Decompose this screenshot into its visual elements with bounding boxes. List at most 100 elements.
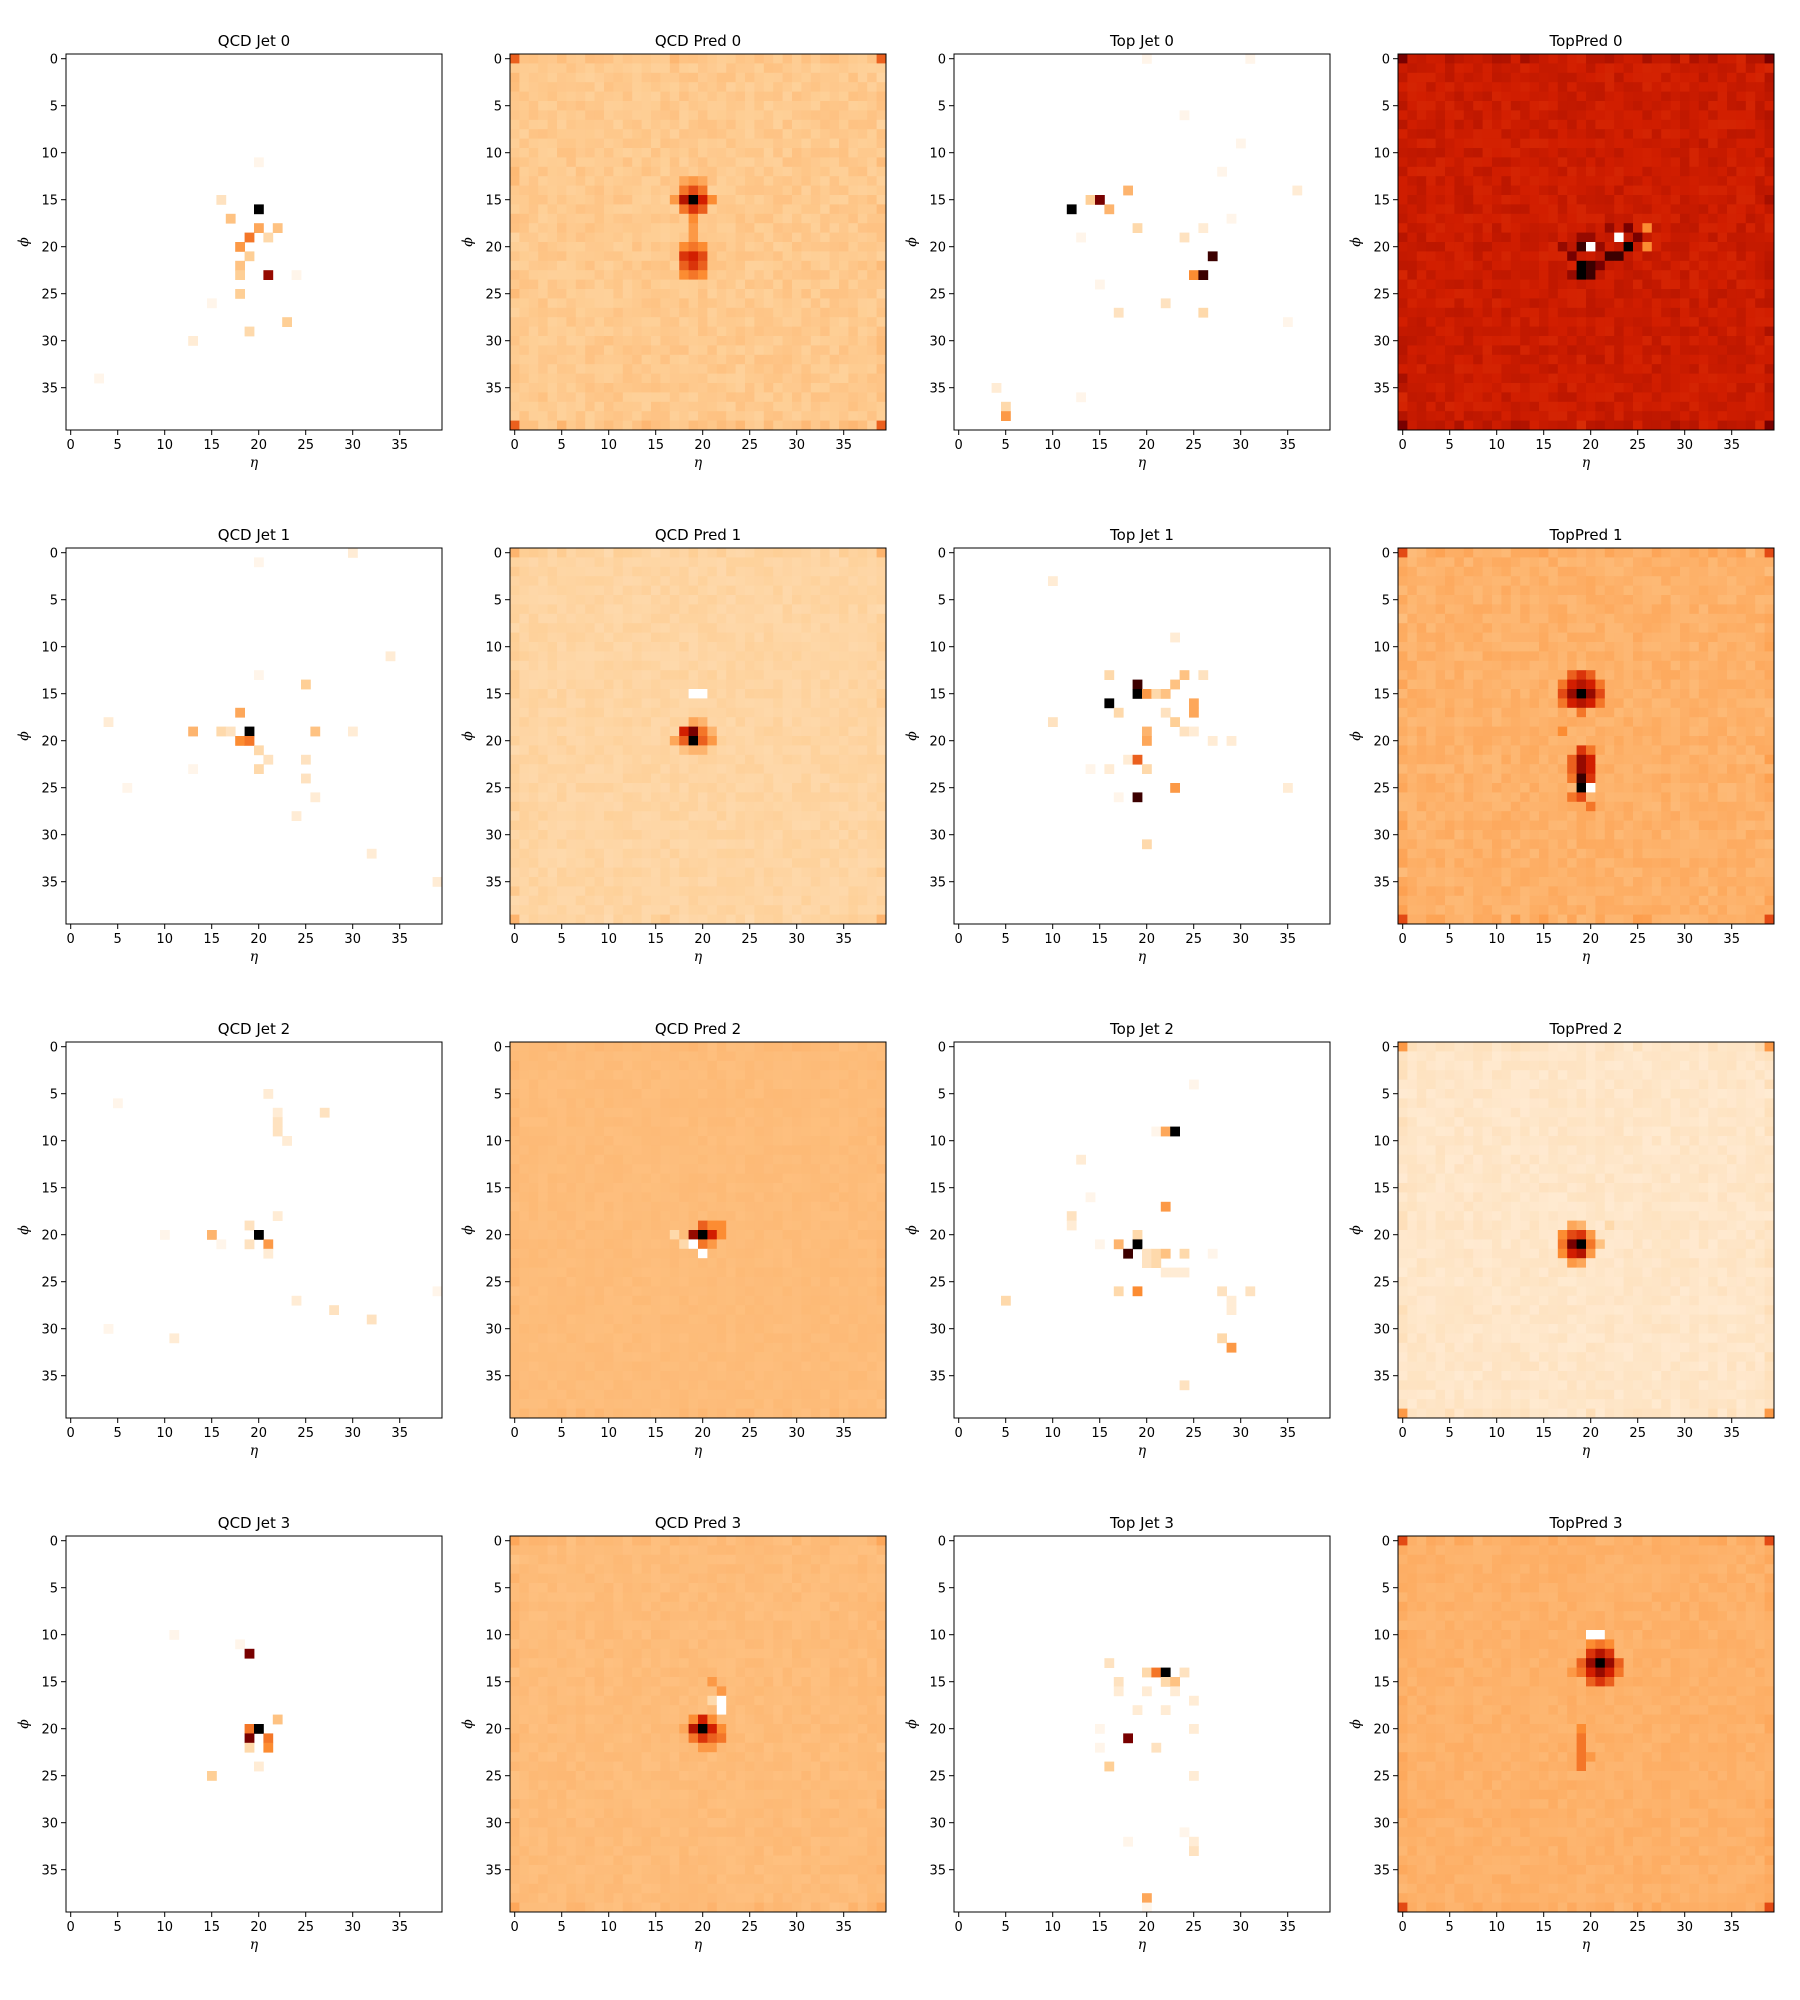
heatmap-cell — [857, 195, 868, 205]
heatmap-cell — [688, 383, 699, 393]
heatmap-cell — [1501, 82, 1512, 92]
heatmap-cell — [726, 307, 736, 318]
heatmap-cell — [566, 383, 577, 393]
heatmap-cell — [547, 326, 558, 337]
heatmap-cell — [641, 726, 652, 737]
heatmap-cell — [1416, 251, 1427, 262]
heatmap-cell — [651, 336, 661, 346]
heatmap-cell — [773, 176, 783, 186]
heatmap-cell — [688, 185, 699, 196]
heatmap-cell — [1670, 242, 1681, 252]
heatmap-cell — [557, 736, 567, 746]
heatmap-cell — [585, 232, 595, 243]
heatmap-cell — [510, 604, 520, 615]
heatmap-cell — [688, 195, 699, 205]
heatmap-cell — [1463, 148, 1474, 158]
heatmap-cell — [801, 566, 812, 577]
heatmap-cell — [510, 411, 520, 421]
heatmap-cell — [538, 820, 548, 831]
heatmap-cell — [519, 867, 530, 878]
heatmap-cell — [867, 679, 877, 690]
heatmap-cell — [1548, 251, 1559, 262]
heatmap-cell — [763, 726, 774, 737]
heatmap-cell — [1407, 345, 1418, 356]
y-tick-label: 10 — [41, 641, 58, 656]
heatmap-cell — [688, 792, 699, 803]
heatmap-cell — [1651, 242, 1662, 252]
heatmap-cell — [1745, 195, 1756, 205]
heatmap-cell — [604, 213, 614, 224]
heatmap-cell — [622, 129, 633, 139]
heatmap-cell — [510, 336, 520, 346]
heatmap-cell — [745, 745, 755, 756]
heatmap-cell — [867, 858, 877, 868]
heatmap-cell — [1586, 270, 1596, 280]
heatmap-cell — [1426, 373, 1436, 384]
heatmap-cell — [575, 679, 586, 690]
heatmap-cell — [857, 401, 868, 412]
heatmap-cell — [1727, 129, 1737, 139]
heatmap-cell — [1708, 420, 1718, 431]
heatmap-cell — [585, 373, 595, 384]
heatmap-cell — [1482, 373, 1493, 384]
heatmap-cell — [1407, 63, 1418, 74]
heatmap-cell — [510, 101, 520, 111]
y-tick-label: 20 — [41, 241, 58, 256]
heatmap-cell — [1482, 298, 1493, 309]
heatmap-cell — [669, 585, 680, 596]
heatmap-cell — [557, 373, 567, 384]
heatmap-cell — [622, 364, 633, 374]
heatmap-cell — [1680, 298, 1690, 309]
heatmap-cell — [651, 317, 661, 327]
heatmap-cell — [538, 745, 548, 756]
heatmap-cell — [538, 830, 548, 840]
heatmap-cell — [594, 557, 605, 568]
heatmap-cell — [1501, 383, 1512, 393]
heatmap-cell — [1651, 232, 1662, 243]
heatmap-cell — [585, 148, 595, 158]
heatmap-cell — [857, 166, 868, 177]
heatmap-cell — [585, 354, 595, 365]
heatmap-cell — [698, 63, 708, 74]
heatmap-cell — [1492, 336, 1502, 346]
heatmap-cell — [848, 848, 859, 859]
heatmap-cell — [1586, 195, 1596, 205]
heatmap-cell — [575, 566, 586, 577]
heatmap-cell — [745, 279, 755, 290]
heatmap-cell — [848, 623, 859, 633]
heatmap-cell — [867, 195, 877, 205]
heatmap-cell — [1586, 289, 1596, 299]
heatmap-cell — [848, 298, 859, 309]
heatmap-cell — [867, 839, 877, 850]
heatmap-cell — [660, 242, 671, 252]
heatmap-cell — [698, 642, 708, 652]
heatmap-cell — [820, 148, 830, 158]
heatmap-cell — [1755, 63, 1765, 74]
heatmap-cell — [1426, 401, 1436, 412]
heatmap-cell — [1633, 63, 1643, 74]
heatmap-cell — [519, 651, 530, 662]
heatmap-cell — [669, 839, 680, 850]
heatmap-cell — [1670, 251, 1681, 262]
heatmap-cell — [566, 317, 577, 327]
heatmap-cell — [1463, 307, 1474, 318]
heatmap-cell — [1557, 195, 1568, 205]
heatmap-cell — [1539, 260, 1549, 271]
y-tick-label: 5 — [938, 100, 946, 115]
heatmap-cell — [735, 298, 746, 309]
heatmap-cell — [867, 63, 877, 74]
heatmap-cell — [1426, 298, 1436, 309]
heatmap-cell — [867, 642, 877, 652]
heatmap-cell — [1567, 232, 1577, 243]
heatmap-cell — [604, 764, 614, 774]
heatmap-cell — [1426, 260, 1436, 271]
heatmap-cell — [716, 298, 727, 309]
heatmap-cell — [1708, 289, 1718, 299]
heatmap-cell — [1473, 307, 1483, 318]
heatmap-cell — [876, 792, 887, 803]
heatmap-cell — [622, 148, 633, 158]
heatmap-cell — [1454, 298, 1465, 309]
heatmap-cell — [1435, 195, 1446, 205]
heatmap-cell — [876, 383, 887, 393]
heatmap-cell — [547, 792, 558, 803]
